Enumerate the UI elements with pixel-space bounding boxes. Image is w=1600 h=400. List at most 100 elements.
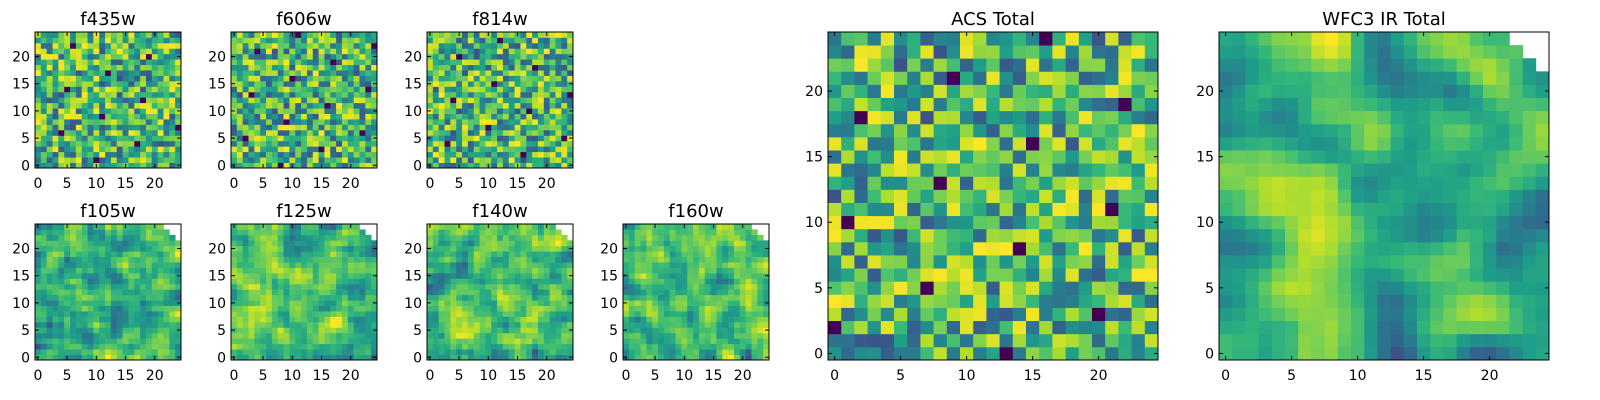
heatmap-cell [341, 97, 349, 104]
heatmap-cell [432, 102, 440, 109]
heatmap-cell [260, 102, 267, 109]
axes-frame [426, 31, 574, 169]
heatmap-cell [745, 267, 752, 274]
heatmap-cell [242, 256, 249, 263]
heatmap-cell [105, 240, 112, 247]
heatmap-cell [502, 135, 510, 142]
heatmap-cell [347, 113, 355, 120]
heatmap-cell [70, 234, 77, 241]
heatmap-cell [330, 289, 337, 296]
heatmap-cell [733, 278, 741, 285]
heatmap-cell [520, 113, 527, 120]
heatmap-cell [371, 157, 378, 163]
heatmap-cell [46, 229, 53, 236]
heatmap-cell [444, 224, 451, 230]
heatmap-cell [561, 53, 568, 60]
heatmap-cell [514, 113, 521, 120]
heatmap-cell [46, 321, 53, 328]
heatmap-cell [716, 354, 723, 361]
heatmap-cell [271, 129, 279, 136]
heatmap-cell [491, 245, 498, 252]
heatmap-cell [467, 262, 475, 268]
heatmap-cell [46, 316, 53, 323]
heatmap-cell [646, 224, 653, 230]
heatmap-cell [681, 229, 688, 236]
heatmap-cell [157, 70, 164, 76]
heatmap-cell [462, 283, 469, 290]
heatmap-cell [266, 311, 273, 317]
heatmap-cell [341, 251, 349, 258]
heatmap-cell [704, 278, 711, 285]
heatmap-cell [427, 311, 434, 317]
heatmap-cell [532, 75, 539, 82]
heatmap-cell [491, 321, 498, 328]
heatmap-cell [128, 272, 135, 279]
heatmap-cell [646, 327, 653, 334]
heatmap-cell [99, 135, 106, 142]
heatmap-cell [145, 240, 153, 247]
heatmap-cell [283, 151, 290, 158]
heatmap-cell [508, 32, 515, 38]
heatmap-cell [485, 262, 492, 268]
heatmap-cell [231, 240, 238, 247]
heatmap-cell [301, 42, 308, 49]
heatmap-cell [105, 140, 112, 147]
heatmap-cell [491, 140, 498, 147]
heatmap-cell [473, 37, 480, 44]
heatmap-cell [462, 343, 469, 350]
heatmap-cell [93, 316, 100, 323]
heatmap-cell [301, 129, 308, 136]
heatmap-cell [134, 240, 141, 247]
heatmap-cell [739, 234, 747, 241]
heatmap-cell [175, 349, 182, 355]
heatmap-cell [58, 91, 65, 98]
heatmap-cell [658, 224, 665, 230]
heatmap-cell [438, 59, 445, 66]
heatmap-cell [567, 37, 574, 44]
heatmap-cell [46, 42, 53, 49]
heatmap-cell [508, 86, 515, 93]
heatmap-cell [537, 229, 545, 236]
heatmap-cell [46, 80, 53, 87]
heatmap-cell [75, 124, 83, 131]
heatmap-cell [52, 80, 59, 87]
heatmap-cell [46, 343, 53, 350]
heatmap-cell [543, 332, 551, 339]
heatmap-cell [623, 267, 630, 274]
heatmap-cell [341, 354, 349, 361]
heatmap-cell [828, 255, 842, 269]
heatmap-cell [157, 245, 164, 252]
heatmap-cell [87, 70, 94, 76]
heatmap-cell [693, 300, 700, 306]
heatmap-cell [652, 338, 659, 345]
heatmap-cell [561, 102, 568, 109]
heatmap-cell [347, 278, 355, 285]
heatmap-cell [710, 311, 717, 317]
heatmap-cell [894, 136, 908, 151]
heatmap-cell [549, 129, 556, 136]
heatmap-cell [532, 53, 539, 60]
heatmap-cell [1092, 307, 1106, 322]
heatmap-cell [365, 91, 372, 98]
heatmap-cell [1105, 176, 1119, 190]
heatmap-cell [456, 37, 463, 44]
heatmap-cell [105, 91, 112, 98]
heatmap-cell [134, 70, 141, 76]
heatmap-cell [467, 332, 475, 339]
heatmap-cell [473, 162, 480, 169]
heatmap-cell [1092, 228, 1106, 243]
heatmap-cell [341, 86, 349, 93]
heatmap-cell [283, 129, 290, 136]
heatmap-cell [687, 240, 694, 247]
heatmap-cell [745, 294, 752, 301]
heatmap-cell [693, 262, 700, 268]
heatmap-cell [324, 245, 331, 252]
heatmap-cell [277, 151, 284, 158]
heatmap-cell [306, 108, 314, 114]
heatmap-cell [491, 311, 498, 317]
heatmap-cell [1092, 189, 1106, 203]
heatmap-cell [248, 48, 255, 55]
heatmap-cell [427, 267, 434, 274]
heatmap-cell [169, 311, 176, 317]
heatmap-cell [353, 240, 360, 247]
